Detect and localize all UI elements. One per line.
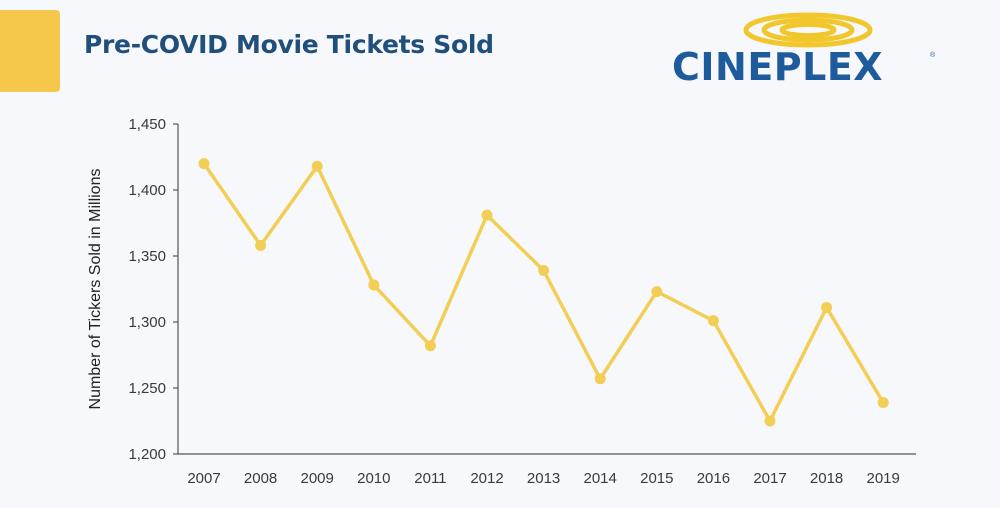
x-tick-label: 2019 <box>867 470 900 487</box>
x-tick-label: 2018 <box>810 470 843 487</box>
y-tick-label: 1,400 <box>128 182 166 199</box>
data-point <box>877 397 889 409</box>
x-tick-label: 2014 <box>584 470 617 487</box>
logo-registered-mark: ® <box>930 52 936 59</box>
x-tick-label: 2012 <box>470 470 503 487</box>
data-point <box>707 315 719 327</box>
y-tick-label: 1,200 <box>128 446 166 463</box>
cineplex-logo: CINEPLEX ® <box>668 8 944 92</box>
y-tick-label: 1,350 <box>128 248 166 265</box>
logo-text: CINEPLEX <box>672 45 884 89</box>
y-axis-ticks: 1,200 1,250 1,300 1,350 1,400 1,450 <box>128 116 178 463</box>
x-tick-label: 2008 <box>244 470 277 487</box>
data-point <box>198 158 210 170</box>
data-point <box>255 239 267 251</box>
x-tick-label: 2015 <box>640 470 673 487</box>
y-tick-label: 1,250 <box>128 380 166 397</box>
data-point <box>651 286 663 298</box>
data-point <box>538 265 550 277</box>
x-tick-label: 2010 <box>357 470 390 487</box>
series-line <box>202 162 885 423</box>
data-point <box>764 415 776 427</box>
x-tick-label: 2011 <box>414 470 446 487</box>
logo-rings-icon <box>743 12 873 48</box>
series-points <box>198 158 889 427</box>
data-point <box>481 209 493 221</box>
data-point <box>594 373 606 385</box>
data-point <box>821 301 833 313</box>
x-tick-label: 2009 <box>301 470 334 487</box>
y-tick-label: 1,300 <box>128 314 166 331</box>
data-point <box>368 279 380 291</box>
header-accent-block <box>0 10 60 92</box>
x-tick-label: 2007 <box>187 470 220 487</box>
y-tick-label: 1,450 <box>128 116 166 133</box>
x-tick-label: 2013 <box>527 470 560 487</box>
page-title: Pre-COVID Movie Tickets Sold <box>84 30 494 59</box>
x-axis-ticks: 2007 2008 2009 2010 2011 2012 2013 2014 2015 2016… <box>187 470 900 487</box>
x-tick-label: 2016 <box>697 470 730 487</box>
data-point <box>424 340 436 352</box>
logo-ring-middle <box>761 17 855 43</box>
data-point <box>311 160 323 172</box>
x-tick-label: 2017 <box>753 470 786 487</box>
logo-ring-outer <box>743 12 873 48</box>
y-axis-title: Number of Tickers Sold in Millions <box>87 169 104 410</box>
logo-ring-inner <box>779 22 837 38</box>
